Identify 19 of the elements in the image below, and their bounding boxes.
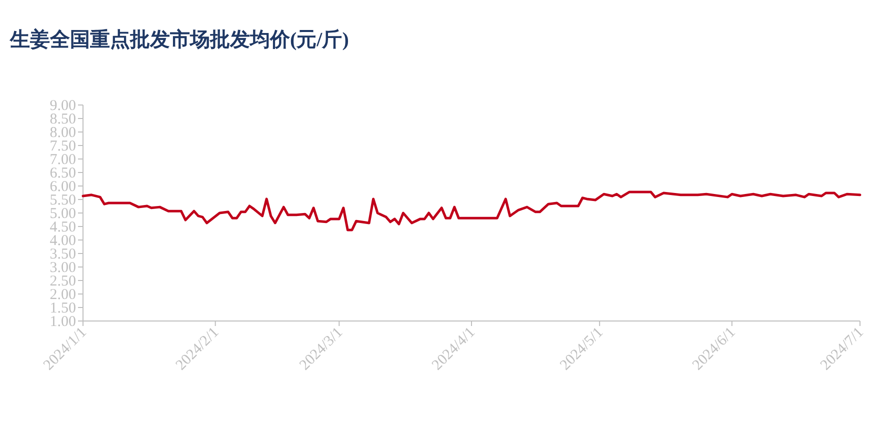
y-tick-label: 7.00 xyxy=(50,152,76,168)
y-tick-label: 2.50 xyxy=(50,274,76,290)
line-series xyxy=(82,190,862,232)
y-tick-label: 4.00 xyxy=(50,233,76,249)
y-tick-label: 9.00 xyxy=(50,98,76,114)
y-tick-label: 8.50 xyxy=(50,112,76,128)
y-tick-label: 1.00 xyxy=(50,314,76,330)
y-tick-label: 3.50 xyxy=(50,246,76,262)
y-tick-label: 2.00 xyxy=(50,287,76,303)
y-tick-label: 3.00 xyxy=(50,260,76,276)
y-tick-label: 6.00 xyxy=(50,179,76,195)
y-tick-label: 8.00 xyxy=(50,125,76,141)
y-tick-label: 4.50 xyxy=(50,220,76,236)
y-tick-label: 6.50 xyxy=(50,166,76,182)
chart-title: 生姜全国重点批发市场批发均价(元/斤) xyxy=(9,28,349,51)
y-tick-label: 5.50 xyxy=(50,192,76,208)
y-tick-label: 7.50 xyxy=(50,138,76,154)
y-tick-label: 1.50 xyxy=(50,300,76,316)
y-tick-label: 5.00 xyxy=(50,206,76,222)
